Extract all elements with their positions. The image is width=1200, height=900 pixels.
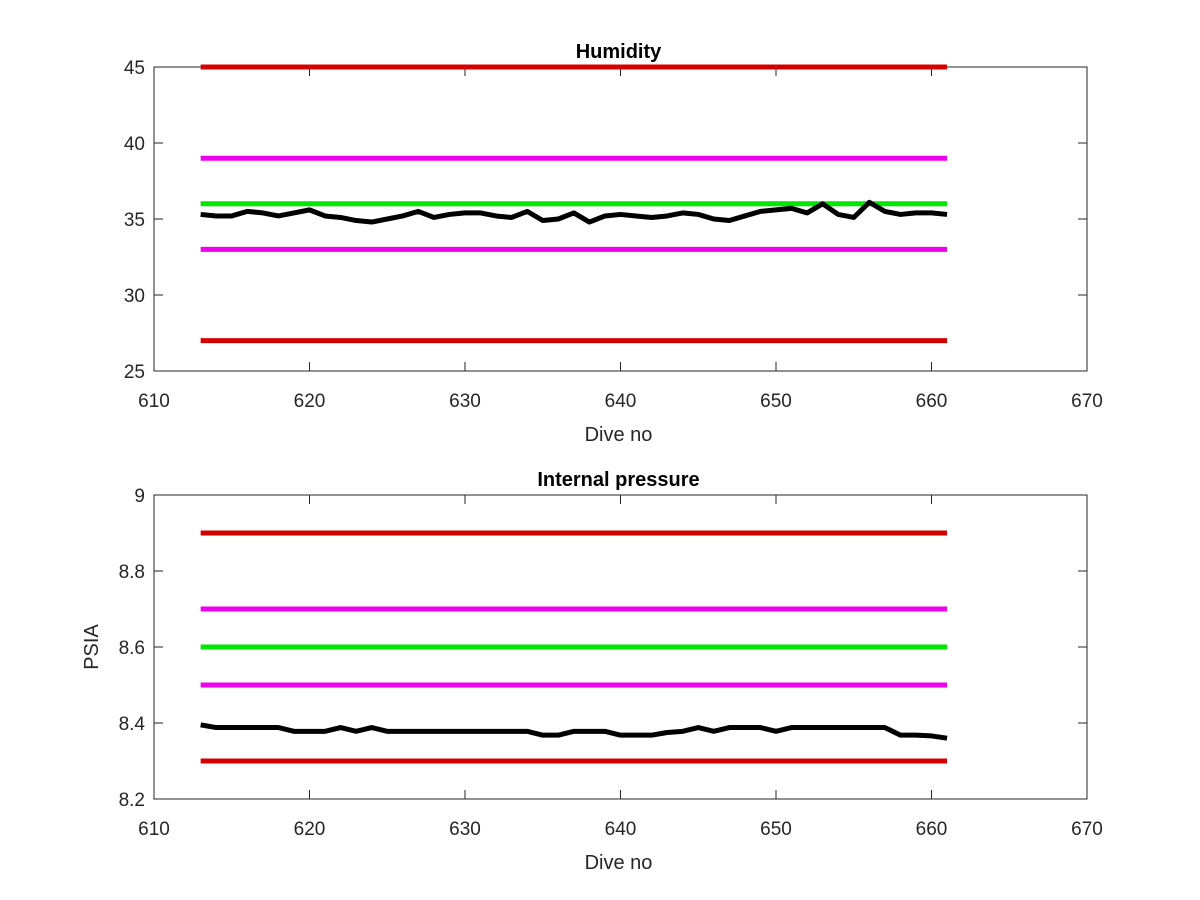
humidity-x-axis-label: Dive no xyxy=(585,424,653,446)
internal-pressure-y-tick-label: 8.6 xyxy=(119,638,145,659)
humidity-chart-panel: 610 620 630 640 650 660 670 25 30 35 40 45 Humidity D… xyxy=(124,41,1103,446)
internal-pressure-x-tick-label: 650 xyxy=(760,819,792,840)
humidity-axes-box xyxy=(153,66,1088,372)
internal-pressure-x-tick-label: 610 xyxy=(138,819,170,840)
humidity-x-tick-label: 640 xyxy=(605,391,637,412)
internal-pressure-y-tick-label: 8.4 xyxy=(119,714,146,735)
internal-pressure-x-tick-label: 620 xyxy=(294,819,326,840)
humidity-x-tick-label: 620 xyxy=(294,391,326,412)
internal-pressure-chart-title: Internal pressure xyxy=(537,469,699,491)
internal-pressure-series-line-5 xyxy=(200,722,948,741)
internal-pressure-y-tick-label: 9 xyxy=(134,486,145,507)
humidity-x-tick-label: 660 xyxy=(916,391,948,412)
humidity-series-line-5 xyxy=(200,199,948,225)
humidity-x-tick-label: 650 xyxy=(760,391,792,412)
humidity-y-tick-label: 40 xyxy=(124,134,145,155)
internal-pressure-y-tick-label: 8.2 xyxy=(119,790,145,811)
humidity-chart-title: Humidity xyxy=(576,41,662,63)
internal-pressure-x-tick-label: 630 xyxy=(449,819,481,840)
internal-pressure-y-axis-label: PSIA xyxy=(81,624,103,670)
humidity-y-tick-label: 35 xyxy=(124,210,145,231)
humidity-x-tick-label: 630 xyxy=(449,391,481,412)
internal-pressure-x-axis-label: Dive no xyxy=(585,852,653,874)
internal-pressure-x-tick-label: 640 xyxy=(605,819,637,840)
internal-pressure-x-tick-label: 670 xyxy=(1071,819,1103,840)
internal-pressure-y-tick-label: 8.8 xyxy=(119,562,145,583)
internal-pressure-x-tick-label: 660 xyxy=(916,819,948,840)
humidity-x-tick-label: 670 xyxy=(1071,391,1103,412)
humidity-y-tick-label: 30 xyxy=(124,286,145,307)
humidity-y-tick-label: 45 xyxy=(124,58,145,79)
humidity-x-tick-label: 610 xyxy=(138,391,170,412)
internal-pressure-chart-panel: 610 620 630 640 650 660 670 8.2 8.4 8.6 8.8 9 Intern… xyxy=(81,469,1103,874)
humidity-y-tick-label: 25 xyxy=(124,362,145,383)
